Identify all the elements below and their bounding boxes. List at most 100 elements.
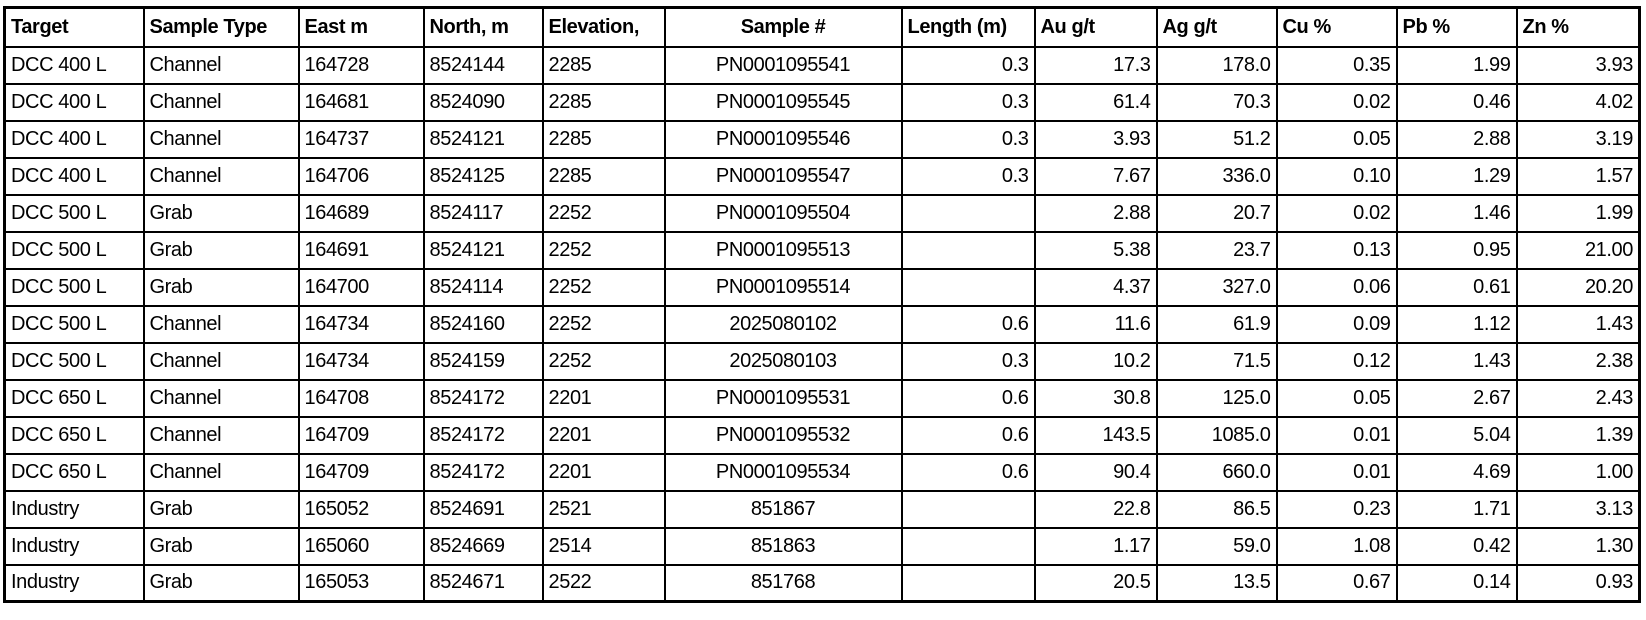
cell-east-m: 164734 bbox=[297, 304, 425, 344]
cell-sample-number: PN0001095504 bbox=[663, 193, 903, 233]
cell-target: DCC 500 L bbox=[3, 230, 145, 270]
cell-ag-gt: 327.0 bbox=[1155, 267, 1278, 307]
cell-east-m: 164706 bbox=[297, 156, 425, 196]
table-row: DCC 500 L Grab 164691 8524121 2252 PN00010955… bbox=[3, 230, 1641, 270]
cell-au-gt: 2.88 bbox=[1033, 193, 1158, 233]
table-row: Industry Grab 165052 8524691 2521 851867 22.8 8… bbox=[3, 489, 1641, 529]
cell-elevation: 2201 bbox=[541, 378, 666, 418]
cell-zn-pct: 1.57 bbox=[1515, 156, 1641, 196]
cell-target: DCC 650 L bbox=[3, 378, 145, 418]
cell-elevation: 2285 bbox=[541, 119, 666, 159]
table-row: DCC 500 L Grab 164700 8524114 2252 PN00010955… bbox=[3, 267, 1641, 307]
cell-sample-number: PN0001095545 bbox=[663, 82, 903, 122]
cell-cu-pct: 0.02 bbox=[1275, 82, 1398, 122]
cell-pb-pct: 1.71 bbox=[1395, 489, 1518, 529]
column-header-zn-pct: Zn % bbox=[1515, 6, 1641, 48]
cell-ag-gt: 20.7 bbox=[1155, 193, 1278, 233]
cell-target: DCC 500 L bbox=[3, 304, 145, 344]
cell-zn-pct: 3.13 bbox=[1515, 489, 1641, 529]
cell-au-gt: 90.4 bbox=[1033, 452, 1158, 492]
cell-au-gt: 20.5 bbox=[1033, 563, 1158, 603]
cell-ag-gt: 1085.0 bbox=[1155, 415, 1278, 455]
cell-ag-gt: 86.5 bbox=[1155, 489, 1278, 529]
cell-sample-number: PN0001095513 bbox=[663, 230, 903, 270]
cell-cu-pct: 0.10 bbox=[1275, 156, 1398, 196]
cell-length-m: 0.3 bbox=[900, 82, 1036, 122]
cell-north-m: 8524172 bbox=[422, 452, 544, 492]
cell-sample-number: PN0001095514 bbox=[663, 267, 903, 307]
cell-au-gt: 22.8 bbox=[1033, 489, 1158, 529]
cell-au-gt: 5.38 bbox=[1033, 230, 1158, 270]
cell-east-m: 165052 bbox=[297, 489, 425, 529]
cell-target: DCC 650 L bbox=[3, 415, 145, 455]
table-header-row: Target Sample Type East m North, m Elevation… bbox=[3, 6, 1641, 48]
cell-au-gt: 7.67 bbox=[1033, 156, 1158, 196]
cell-east-m: 164734 bbox=[297, 341, 425, 381]
cell-zn-pct: 1.30 bbox=[1515, 526, 1641, 566]
cell-sample-type: Channel bbox=[142, 45, 300, 85]
cell-sample-type: Channel bbox=[142, 82, 300, 122]
cell-sample-type: Grab bbox=[142, 489, 300, 529]
column-header-north-m: North, m bbox=[422, 6, 544, 48]
cell-sample-number: PN0001095531 bbox=[663, 378, 903, 418]
cell-elevation: 2285 bbox=[541, 156, 666, 196]
cell-north-m: 8524121 bbox=[422, 119, 544, 159]
cell-sample-number: PN0001095534 bbox=[663, 452, 903, 492]
table-row: DCC 500 L Channel 164734 8524160 2252 2025080… bbox=[3, 304, 1641, 344]
table-row: DCC 650 L Channel 164709 8524172 2201 PN00010… bbox=[3, 452, 1641, 492]
cell-zn-pct: 1.00 bbox=[1515, 452, 1641, 492]
cell-ag-gt: 13.5 bbox=[1155, 563, 1278, 603]
cell-east-m: 164681 bbox=[297, 82, 425, 122]
cell-target: DCC 400 L bbox=[3, 45, 145, 85]
cell-east-m: 164709 bbox=[297, 415, 425, 455]
column-header-length-m: Length (m) bbox=[900, 6, 1036, 48]
cell-cu-pct: 0.06 bbox=[1275, 267, 1398, 307]
cell-east-m: 164709 bbox=[297, 452, 425, 492]
cell-zn-pct: 20.20 bbox=[1515, 267, 1641, 307]
cell-pb-pct: 0.42 bbox=[1395, 526, 1518, 566]
cell-zn-pct: 0.93 bbox=[1515, 563, 1641, 603]
cell-sample-number: 851863 bbox=[663, 526, 903, 566]
table-row: DCC 400 L Channel 164728 8524144 2285 PN00010… bbox=[3, 45, 1641, 85]
column-header-target: Target bbox=[3, 6, 145, 48]
table-row: DCC 500 L Grab 164689 8524117 2252 PN00010955… bbox=[3, 193, 1641, 233]
header-row: Target Sample Type East m North, m Elevation… bbox=[3, 6, 1641, 48]
cell-cu-pct: 1.08 bbox=[1275, 526, 1398, 566]
cell-north-m: 8524117 bbox=[422, 193, 544, 233]
cell-zn-pct: 3.93 bbox=[1515, 45, 1641, 85]
cell-target: DCC 400 L bbox=[3, 82, 145, 122]
cell-target: DCC 500 L bbox=[3, 267, 145, 307]
cell-pb-pct: 1.99 bbox=[1395, 45, 1518, 85]
cell-ag-gt: 71.5 bbox=[1155, 341, 1278, 381]
cell-elevation: 2522 bbox=[541, 563, 666, 603]
cell-cu-pct: 0.05 bbox=[1275, 119, 1398, 159]
cell-elevation: 2285 bbox=[541, 45, 666, 85]
cell-sample-type: Channel bbox=[142, 119, 300, 159]
cell-length-m bbox=[900, 526, 1036, 566]
cell-elevation: 2252 bbox=[541, 304, 666, 344]
cell-sample-type: Grab bbox=[142, 193, 300, 233]
table-body: DCC 400 L Channel 164728 8524144 2285 PN00010… bbox=[3, 45, 1641, 603]
cell-sample-type: Grab bbox=[142, 230, 300, 270]
cell-pb-pct: 0.46 bbox=[1395, 82, 1518, 122]
cell-north-m: 8524159 bbox=[422, 341, 544, 381]
cell-zn-pct: 3.19 bbox=[1515, 119, 1641, 159]
cell-cu-pct: 0.13 bbox=[1275, 230, 1398, 270]
cell-north-m: 8524671 bbox=[422, 563, 544, 603]
cell-cu-pct: 0.23 bbox=[1275, 489, 1398, 529]
cell-length-m bbox=[900, 267, 1036, 307]
cell-length-m: 0.6 bbox=[900, 452, 1036, 492]
cell-north-m: 8524172 bbox=[422, 415, 544, 455]
column-header-cu-pct: Cu % bbox=[1275, 6, 1398, 48]
table-row: DCC 500 L Channel 164734 8524159 2252 2025080… bbox=[3, 341, 1641, 381]
cell-ag-gt: 23.7 bbox=[1155, 230, 1278, 270]
cell-ag-gt: 125.0 bbox=[1155, 378, 1278, 418]
cell-ag-gt: 660.0 bbox=[1155, 452, 1278, 492]
column-header-au-gt: Au g/t bbox=[1033, 6, 1158, 48]
cell-target: DCC 400 L bbox=[3, 156, 145, 196]
cell-zn-pct: 21.00 bbox=[1515, 230, 1641, 270]
cell-sample-number: PN0001095532 bbox=[663, 415, 903, 455]
cell-cu-pct: 0.09 bbox=[1275, 304, 1398, 344]
cell-sample-type: Channel bbox=[142, 378, 300, 418]
cell-au-gt: 3.93 bbox=[1033, 119, 1158, 159]
